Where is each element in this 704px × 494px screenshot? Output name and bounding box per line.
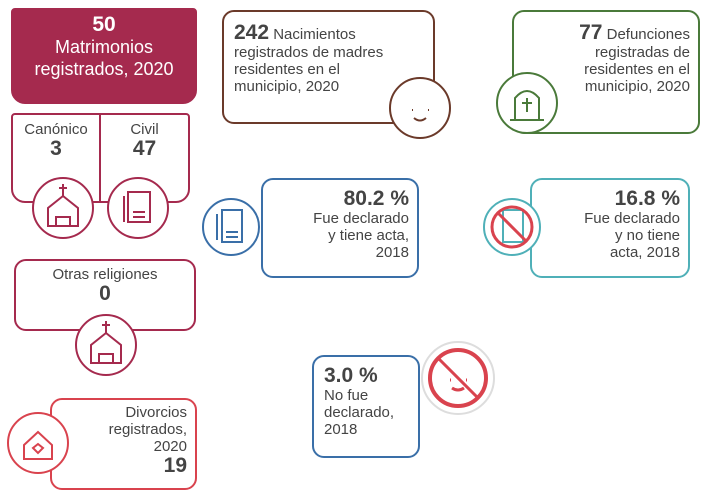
defunciones-line: municipio, 2020 [584,78,690,95]
matrimonios-value: 50 [92,13,116,36]
civil-value: 47 [132,137,157,160]
certificate-icon [202,198,260,256]
no-declarado-box: 3.0 % No fue declarado, 2018 [312,355,420,458]
divorcios-line: registrados, [108,421,187,438]
no-declarado-value: 3.0 % [324,364,378,387]
civil-box: Civil 47 [99,113,190,203]
defunciones-line: registradas de [594,44,690,61]
sin-acta-line: Fue declarado [584,210,680,227]
nacimientos-line: registrados de madres [234,44,384,61]
sin-acta-box: 16.8 % Fue declarado y no tiene acta, 20… [530,178,690,278]
otras-box: Otras religiones 0 [14,259,196,331]
defunciones-line: Defunciones [606,26,690,43]
declarado-acta-value: 80.2 % [343,187,409,210]
otras-value: 0 [99,282,111,305]
sin-acta-line: y no tiene [614,227,680,244]
canonico-label: Canónico [24,121,88,138]
canonico-value: 3 [50,137,62,160]
otras-label: Otras religiones [52,266,158,283]
declarado-acta-line: y tiene acta, [328,227,409,244]
nacimientos-box: 242 Nacimientos registrados de madres re… [222,10,435,124]
divorcios-box: Divorcios registrados, 2020 19 [50,398,197,490]
divorcios-line: 2020 [153,438,187,455]
declarado-acta-line: 2018 [375,244,409,261]
nacimientos-line: municipio, 2020 [234,78,340,95]
matrimonios-box: 50 Matrimonios registrados, 2020 [11,8,197,104]
divorcios-line: Divorcios [125,404,187,421]
canonico-box: Canónico 3 [11,113,101,203]
defunciones-line: residentes en el [584,61,690,78]
declarado-acta-box: 80.2 % Fue declarado y tiene acta, 2018 [261,178,419,278]
sin-acta-line: acta, 2018 [609,244,680,261]
civil-label: Civil [130,121,159,138]
nacimientos-value: 242 [234,21,270,44]
no-declarado-line: declarado, [324,404,395,421]
no-declarado-line: 2018 [324,421,358,438]
no-baby-icon [421,341,495,415]
no-declarado-line: No fue [324,387,369,404]
nacimientos-line: Nacimientos [273,26,356,43]
declarado-acta-line: Fue declarado [313,210,409,227]
matrimonios-line: Matrimonios [54,37,154,57]
divorcios-value: 19 [163,454,187,477]
defunciones-box: 77 Defunciones registradas de residentes… [512,10,700,134]
nacimientos-line: residentes en el [234,61,340,78]
sin-acta-value: 16.8 % [614,187,680,210]
matrimonios-line: registrados, 2020 [34,59,174,79]
defunciones-value: 77 [579,21,603,44]
